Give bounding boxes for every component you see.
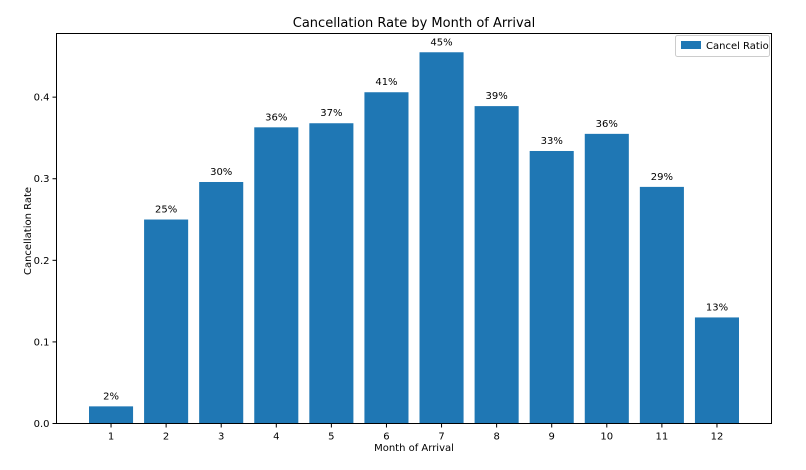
bar-month-5 (309, 123, 354, 424)
y-tick-label: 0.0 (34, 419, 50, 430)
x-tick-label: 12 (711, 432, 724, 443)
bars-layer (89, 52, 739, 424)
y-tick-label: 0.4 (34, 93, 50, 104)
plot-frame (56, 33, 772, 424)
x-tick-label: 5 (328, 432, 334, 443)
y-tick-label: 0.3 (34, 174, 50, 185)
y-axis-label: Cancellation Rate (23, 187, 34, 275)
x-tick-label: 9 (549, 432, 555, 443)
chart-title: Cancellation Rate by Month of Arrival (293, 16, 535, 31)
x-tick-label: 1 (108, 432, 114, 443)
bar-month-8 (474, 106, 519, 424)
legend-label: Cancel Ratio (706, 41, 769, 52)
bar-month-9 (529, 150, 574, 424)
data-label-month-3: 30% (210, 167, 232, 178)
data-label-month-2: 25% (155, 205, 177, 216)
x-tick-label: 11 (656, 432, 669, 443)
legend-swatch (681, 41, 701, 49)
x-tick-label: 2 (163, 432, 169, 443)
y-axis: 0.0 0.1 0.2 0.3 0.4 (34, 93, 57, 430)
data-label-month-9: 33% (541, 136, 563, 147)
bar-month-3 (199, 181, 244, 424)
bar-month-11 (639, 186, 684, 424)
data-label-month-12: 13% (706, 302, 728, 313)
data-label-month-4: 36% (265, 112, 287, 123)
x-tick-label: 3 (218, 432, 224, 443)
data-label-month-1: 2% (103, 391, 119, 402)
x-tick-label: 6 (383, 432, 389, 443)
bar-month-1 (89, 406, 134, 424)
bar-month-4 (254, 127, 299, 424)
bar-month-2 (144, 219, 189, 424)
x-tick-label: 8 (493, 432, 499, 443)
x-tick-label: 7 (438, 432, 444, 443)
data-label-month-5: 37% (320, 108, 342, 119)
bar-month-12 (694, 317, 739, 424)
y-tick-label: 0.1 (34, 337, 50, 348)
data-label-month-11: 29% (651, 172, 673, 183)
x-axis: 1 2 3 4 5 6 7 8 9 10 11 12 (108, 423, 724, 443)
data-label-month-8: 39% (486, 91, 508, 102)
data-labels-layer: 2% 25% 30% 36% 37% 41% 45% 39% 33% 36% 29% 13% (103, 37, 728, 402)
x-tick-label: 4 (273, 432, 279, 443)
data-label-month-7: 45% (430, 37, 452, 48)
x-tick-label: 10 (600, 432, 613, 443)
data-label-month-6: 41% (375, 77, 397, 88)
bar-month-7 (419, 52, 464, 424)
x-axis-label: Month of Arrival (374, 443, 454, 454)
y-tick-label: 0.2 (34, 256, 50, 267)
bar-month-10 (584, 133, 629, 424)
data-label-month-10: 36% (596, 119, 618, 130)
bar-month-6 (364, 92, 409, 424)
legend: Cancel Ratio (675, 35, 770, 57)
legend-box (675, 35, 770, 57)
